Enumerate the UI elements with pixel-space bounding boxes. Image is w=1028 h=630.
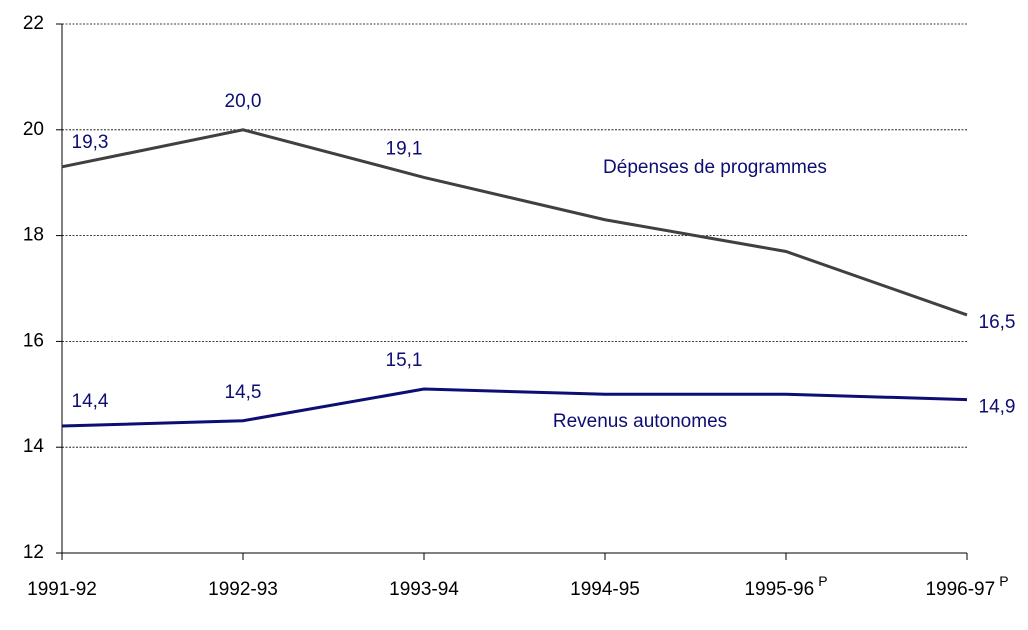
x-tick-text: 1996-97 [925,579,995,600]
x-tick-label: 1992-93 [208,579,278,600]
x-tick-label: 1995-96 P [744,573,827,600]
x-tick-label: 1996-97 P [925,573,1008,600]
x-tick-superscript: P [999,573,1008,589]
y-tick-label: 16 [23,330,44,351]
data-label: 14,9 [979,397,1016,418]
y-tick-label: 20 [23,119,44,140]
x-tick-label: 1991-92 [27,579,97,600]
y-tick-label: 22 [23,13,44,34]
x-tick-text: 1994-95 [570,579,640,600]
data-label: 16,5 [979,312,1016,333]
x-tick-label: 1993-94 [389,579,459,600]
series-name: Revenus autonomes [553,411,727,432]
y-tick-label: 12 [23,542,44,563]
x-tick-label: 1994-95 [570,579,640,600]
x-tick-superscript: P [818,573,827,589]
series-name: Dépenses de programmes [603,157,827,178]
data-label: 19,1 [386,138,423,159]
data-label: 14,5 [225,382,262,403]
data-label: 19,3 [72,132,109,153]
data-label: 14,4 [72,391,109,412]
data-label: 20,0 [225,91,262,112]
data-label: 15,1 [386,350,423,371]
series-line [61,387,968,428]
series-line [61,128,968,317]
y-tick-label: 14 [23,436,45,457]
x-tick-text: 1992-93 [208,579,278,600]
x-tick-text: 1991-92 [27,579,97,600]
y-tick-label: 18 [23,225,44,246]
x-tick-text: 1995-96 [744,579,814,600]
x-tick-text: 1993-94 [389,579,459,600]
